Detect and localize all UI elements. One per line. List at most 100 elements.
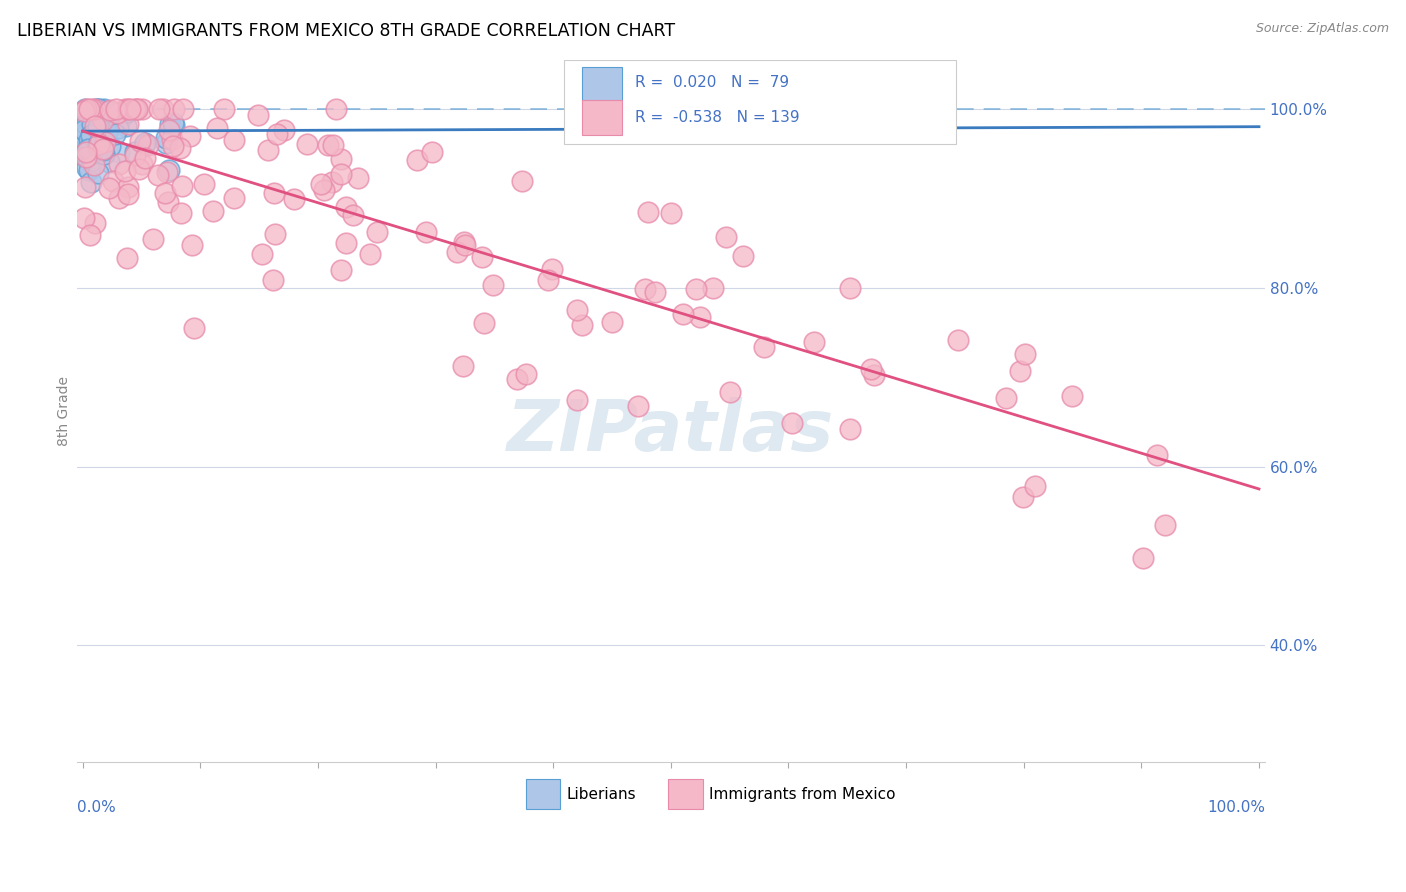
Point bbox=[202, 204, 225, 219]
Point bbox=[107, 156, 129, 170]
Point bbox=[98, 154, 121, 169]
Point bbox=[73, 123, 96, 137]
Point bbox=[87, 111, 110, 125]
Text: Liberians: Liberians bbox=[567, 787, 636, 802]
Point bbox=[75, 119, 97, 133]
Point bbox=[115, 251, 138, 265]
FancyBboxPatch shape bbox=[582, 67, 621, 101]
Point bbox=[73, 129, 96, 144]
Point bbox=[1132, 551, 1154, 566]
Point bbox=[98, 180, 121, 194]
Point bbox=[125, 102, 148, 116]
Point bbox=[170, 206, 193, 220]
Point bbox=[80, 114, 103, 128]
Point bbox=[163, 102, 186, 116]
Point bbox=[72, 131, 94, 145]
Point bbox=[108, 191, 131, 205]
Point bbox=[107, 120, 129, 135]
Point bbox=[72, 145, 94, 159]
Point bbox=[264, 227, 287, 241]
Point bbox=[329, 153, 352, 167]
Point bbox=[1154, 518, 1177, 533]
Point bbox=[103, 174, 125, 188]
Point bbox=[80, 113, 103, 128]
Point bbox=[222, 190, 245, 204]
Point bbox=[752, 340, 775, 354]
Text: 100.0%: 100.0% bbox=[1206, 800, 1265, 815]
Point bbox=[689, 310, 711, 324]
Point bbox=[212, 102, 235, 116]
Point bbox=[314, 183, 336, 197]
Point bbox=[73, 109, 96, 123]
Point bbox=[510, 174, 533, 188]
Point bbox=[79, 102, 101, 116]
Point bbox=[90, 130, 112, 145]
Point bbox=[93, 146, 115, 161]
Point bbox=[142, 232, 165, 246]
Y-axis label: 8th Grade: 8th Grade bbox=[58, 376, 72, 446]
Point bbox=[73, 102, 96, 116]
Point bbox=[446, 244, 468, 259]
Point bbox=[366, 225, 388, 239]
Text: LIBERIAN VS IMMIGRANTS FROM MEXICO 8TH GRADE CORRELATION CHART: LIBERIAN VS IMMIGRANTS FROM MEXICO 8TH G… bbox=[17, 22, 675, 40]
Point bbox=[77, 150, 100, 164]
Point bbox=[75, 145, 97, 159]
Point bbox=[309, 177, 332, 191]
Point bbox=[863, 368, 886, 383]
Point bbox=[262, 273, 284, 287]
Point bbox=[153, 186, 176, 200]
Point bbox=[644, 285, 666, 299]
Point bbox=[108, 145, 131, 160]
Point bbox=[82, 128, 104, 142]
Point bbox=[104, 127, 127, 141]
Point bbox=[93, 102, 115, 116]
Point bbox=[73, 211, 96, 226]
Point bbox=[283, 192, 305, 206]
Point bbox=[152, 102, 174, 116]
Point bbox=[77, 162, 100, 177]
Point bbox=[155, 136, 177, 150]
Point bbox=[316, 138, 339, 153]
FancyBboxPatch shape bbox=[526, 780, 561, 809]
Point bbox=[169, 140, 191, 154]
Point bbox=[536, 273, 558, 287]
Point bbox=[266, 127, 288, 141]
Text: R =  -0.538   N = 139: R = -0.538 N = 139 bbox=[636, 111, 800, 126]
Point bbox=[80, 141, 103, 155]
Point bbox=[346, 171, 368, 186]
Point bbox=[82, 131, 104, 145]
Point bbox=[83, 142, 105, 156]
Point bbox=[75, 150, 97, 164]
Point bbox=[162, 116, 184, 130]
Point bbox=[263, 186, 285, 200]
Point bbox=[124, 102, 146, 116]
Point bbox=[90, 129, 112, 144]
Point bbox=[685, 282, 707, 296]
Point bbox=[83, 141, 105, 155]
Point bbox=[73, 133, 96, 147]
Point bbox=[104, 102, 127, 116]
Point bbox=[87, 136, 110, 151]
Point bbox=[482, 278, 505, 293]
Point bbox=[505, 372, 527, 386]
Point bbox=[146, 169, 169, 183]
Point bbox=[995, 391, 1018, 405]
Point bbox=[156, 165, 179, 179]
Point bbox=[87, 136, 110, 151]
Point bbox=[77, 133, 100, 147]
Point bbox=[134, 136, 156, 151]
Point bbox=[627, 399, 650, 413]
Point bbox=[172, 102, 194, 116]
Point bbox=[659, 206, 682, 220]
Point bbox=[672, 307, 695, 321]
Point bbox=[256, 143, 278, 157]
Point bbox=[453, 359, 475, 373]
Point bbox=[76, 161, 98, 176]
Point bbox=[515, 367, 537, 381]
Point bbox=[273, 123, 295, 137]
Point bbox=[330, 263, 353, 277]
Point bbox=[155, 130, 177, 145]
Point bbox=[731, 249, 754, 263]
Point bbox=[72, 128, 94, 142]
Point bbox=[335, 235, 357, 250]
